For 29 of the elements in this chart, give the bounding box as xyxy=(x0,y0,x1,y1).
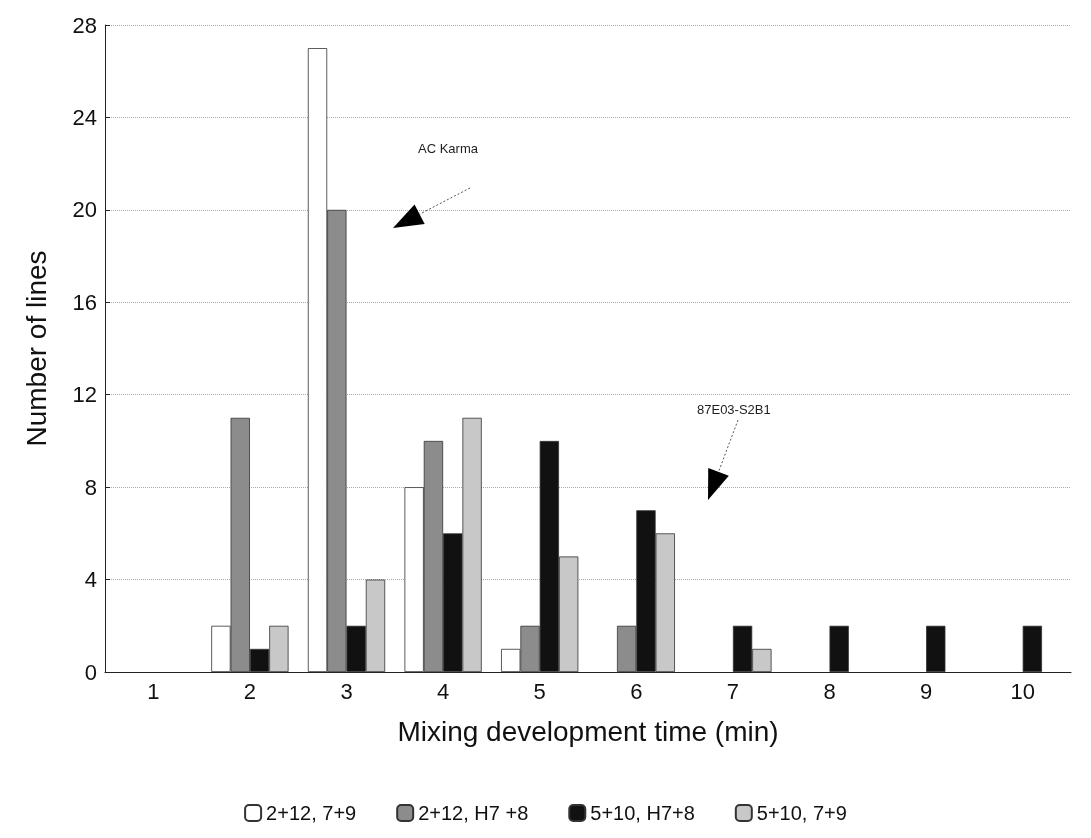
x-tick-label: 5 xyxy=(533,678,546,704)
x-tick-label: 6 xyxy=(630,678,643,704)
x-tick-label: 7 xyxy=(726,678,740,704)
x-tick-label: 9 xyxy=(919,678,933,704)
x-tick-label: 3 xyxy=(340,678,353,704)
x-tick-label: 10 xyxy=(1010,678,1035,704)
y-tick-label: 12 xyxy=(72,382,97,408)
x-tick-label: 8 xyxy=(823,678,836,704)
annotation: 87E03-S2B1 xyxy=(697,402,771,417)
y-tick-label: 24 xyxy=(72,104,97,130)
legend-label: 5+10, H7+8 xyxy=(590,802,695,824)
y-tick-label: 28 xyxy=(72,12,97,38)
bar xyxy=(926,625,946,672)
y-tick-label: 4 xyxy=(84,567,97,593)
y-tick-label: 20 xyxy=(72,197,97,223)
x-tick-label: 2 xyxy=(243,678,257,704)
x-axis-title: Mixing development time (min) xyxy=(397,715,779,747)
legend-label: 2+12, H7 +8 xyxy=(418,802,529,824)
annotation: AC Karma xyxy=(418,141,479,156)
y-axis-title: Number of lines xyxy=(20,250,52,447)
legend-label: 2+12, 7+9 xyxy=(266,802,357,824)
x-tick-label: 1 xyxy=(147,678,160,704)
x-tick-label: 4 xyxy=(436,678,450,704)
y-tick-label: 0 xyxy=(84,659,97,685)
y-tick-label: 8 xyxy=(84,474,97,500)
bar xyxy=(829,625,849,672)
y-tick-label: 16 xyxy=(72,289,97,315)
bar xyxy=(1022,625,1043,672)
legend-label: 5+10, 7+9 xyxy=(756,802,847,824)
